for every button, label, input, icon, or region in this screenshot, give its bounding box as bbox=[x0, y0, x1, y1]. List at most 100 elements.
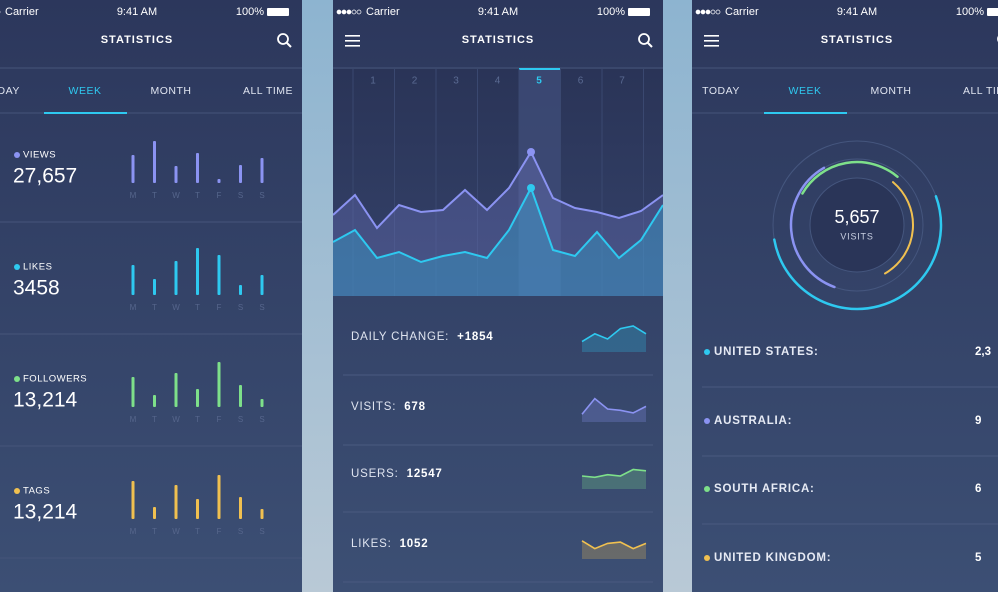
mini-bar bbox=[260, 509, 264, 519]
search-icon-handle bbox=[647, 42, 653, 48]
ring-center bbox=[809, 177, 905, 273]
day-label: W bbox=[172, 303, 180, 312]
day-label: S bbox=[238, 527, 243, 536]
sparkline bbox=[581, 397, 647, 415]
day-label: T bbox=[195, 415, 200, 424]
stat-row: DAILY CHANGE: +1854 bbox=[351, 331, 493, 343]
ring-arc bbox=[773, 195, 943, 311]
tab[interactable]: WEEK bbox=[69, 85, 102, 97]
battery-icon bbox=[987, 8, 998, 16]
metric-dot bbox=[14, 488, 20, 494]
metric-value: 27,657 bbox=[13, 165, 77, 188]
metric-label: FOLLOWERS bbox=[23, 374, 87, 385]
signal-dot bbox=[341, 9, 347, 15]
status-time: 9:41 AM bbox=[478, 6, 518, 18]
battery-level: 100% bbox=[236, 6, 264, 18]
country-label: UNITED KINGDOM: bbox=[714, 552, 831, 564]
search-icon[interactable] bbox=[638, 33, 650, 45]
stat-value: +1854 bbox=[457, 331, 493, 343]
mini-bar bbox=[131, 265, 135, 295]
stat-value: 1052 bbox=[400, 538, 429, 550]
tab[interactable]: TODAY bbox=[0, 85, 20, 97]
stat-row: LIKES: 1052 bbox=[351, 538, 428, 550]
day-label: W bbox=[172, 191, 180, 200]
metric-label: VIEWS bbox=[23, 150, 56, 161]
day-number[interactable]: 3 bbox=[453, 76, 459, 87]
country-label: AUSTRALIA: bbox=[714, 415, 792, 427]
stat-row: VISITS: 678 bbox=[351, 401, 426, 413]
day-number[interactable]: 7 bbox=[619, 76, 625, 87]
sparkline bbox=[581, 540, 647, 550]
menu-icon[interactable] bbox=[704, 45, 719, 47]
stat-row: USERS: 12547 bbox=[351, 468, 443, 480]
chart-line bbox=[333, 185, 663, 264]
tab[interactable]: TODAY bbox=[702, 85, 740, 97]
metric-dot bbox=[14, 376, 20, 382]
stat-label: VISITS: bbox=[351, 401, 396, 413]
country-value: 6 bbox=[975, 483, 981, 495]
mini-bar bbox=[217, 179, 221, 183]
screen-background bbox=[692, 0, 998, 592]
ring-arc bbox=[789, 166, 836, 289]
ring-arc bbox=[884, 181, 914, 275]
day-number[interactable]: 6 bbox=[578, 76, 584, 87]
menu-icon[interactable] bbox=[345, 35, 360, 37]
tab[interactable]: ALL TIME bbox=[243, 85, 293, 97]
mini-bar bbox=[217, 255, 221, 295]
carrier: Carrier bbox=[5, 6, 39, 18]
mini-bar bbox=[174, 485, 178, 519]
day-number[interactable]: 4 bbox=[495, 76, 501, 87]
mini-bar bbox=[260, 399, 264, 407]
tab[interactable]: ALL TIME bbox=[963, 85, 998, 97]
search-icon[interactable] bbox=[277, 33, 289, 45]
day-label: T bbox=[152, 527, 157, 536]
mini-bar bbox=[131, 481, 135, 519]
status-time: 9:41 AM bbox=[117, 6, 157, 18]
sparkline-area bbox=[582, 469, 646, 489]
chart-point bbox=[527, 148, 535, 156]
day-label: F bbox=[217, 303, 222, 312]
menu-icon[interactable] bbox=[345, 40, 360, 42]
stat-label: DAILY CHANGE: bbox=[351, 331, 449, 343]
day-label: S bbox=[238, 191, 243, 200]
signal-dot bbox=[700, 9, 706, 15]
day-number[interactable]: 5 bbox=[536, 76, 542, 87]
ring-arc bbox=[801, 160, 899, 195]
mini-bar bbox=[260, 158, 264, 183]
metric-dot bbox=[14, 264, 20, 270]
country-dot bbox=[704, 418, 710, 424]
menu-icon[interactable] bbox=[345, 45, 360, 47]
tab-underline bbox=[44, 112, 127, 114]
day-label: S bbox=[259, 303, 264, 312]
day-number[interactable]: 2 bbox=[412, 76, 418, 87]
signal-dot bbox=[356, 9, 362, 15]
day-label: M bbox=[130, 415, 137, 424]
menu-icon[interactable] bbox=[704, 35, 719, 37]
phone-screen: Carrier 9:41 AM 100% STATISTICS TODAY WEEK MON… bbox=[0, 0, 302, 592]
selected-day-indicator bbox=[519, 68, 560, 70]
menu-icon[interactable] bbox=[704, 40, 719, 42]
mini-bar bbox=[131, 155, 135, 183]
country-label: UNITED STATES: bbox=[714, 346, 819, 358]
day-label: W bbox=[172, 415, 180, 424]
country-value: 5 bbox=[975, 552, 982, 564]
mini-bar bbox=[196, 499, 199, 519]
day-label: W bbox=[172, 527, 180, 536]
status-time: 9:41 AM bbox=[837, 6, 877, 18]
chart-point bbox=[527, 184, 535, 192]
metric-label: LIKES bbox=[23, 262, 52, 273]
chart-line bbox=[333, 149, 663, 230]
day-label: T bbox=[195, 527, 200, 536]
sparkline bbox=[581, 468, 647, 479]
mini-bar bbox=[217, 475, 221, 519]
day-label: S bbox=[259, 191, 264, 200]
tab[interactable]: MONTH bbox=[871, 85, 912, 97]
mini-bar bbox=[260, 275, 264, 295]
tab[interactable]: MONTH bbox=[151, 85, 192, 97]
mini-bar bbox=[131, 377, 135, 407]
tab[interactable]: WEEK bbox=[789, 85, 822, 97]
country-dot bbox=[704, 349, 710, 355]
metric-value: 3458 bbox=[13, 277, 60, 300]
day-number[interactable]: 1 bbox=[370, 76, 376, 87]
